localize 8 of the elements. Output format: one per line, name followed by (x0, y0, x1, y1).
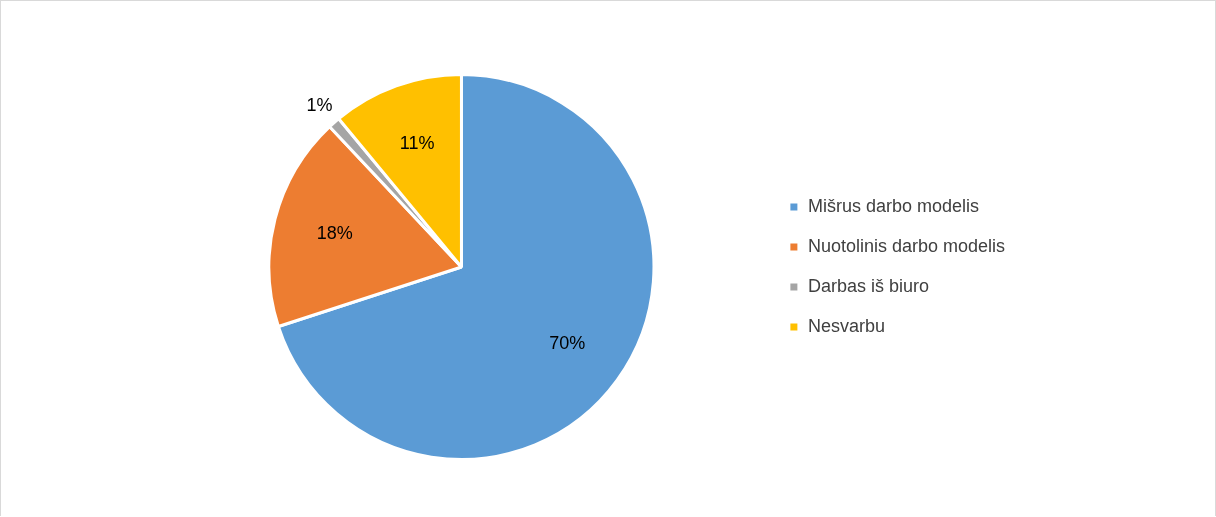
data-label: 18% (316, 223, 353, 244)
legend-label: Nuotolinis darbo modelis (807, 235, 1006, 256)
legend-label: Nesvarbu (807, 315, 885, 336)
data-label: 1% (306, 95, 333, 116)
legend-label: Mišrus darbo modelis (807, 195, 979, 216)
data-label: 70% (549, 332, 586, 353)
legend-label: Darbas iš biuro (807, 275, 929, 296)
data-label: 11% (399, 132, 435, 153)
